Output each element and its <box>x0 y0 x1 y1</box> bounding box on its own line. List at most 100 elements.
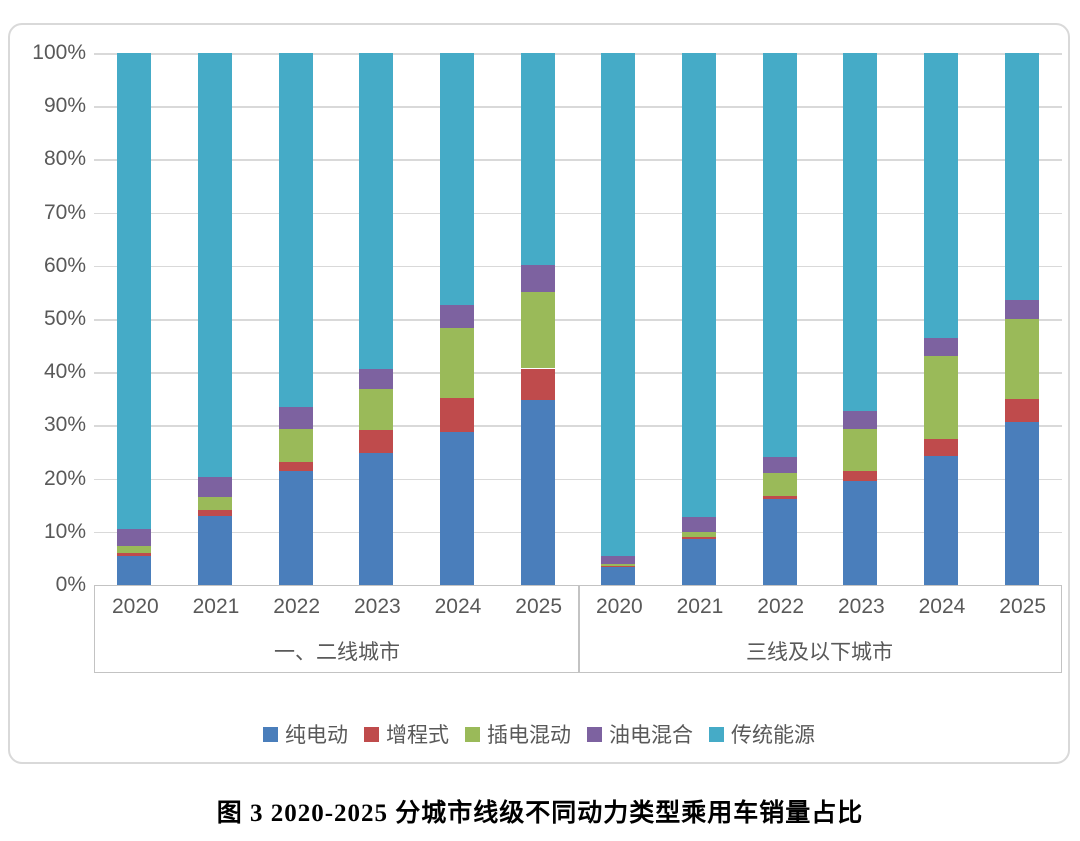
x-tick-label-2023: 2023 <box>353 595 401 618</box>
bar-segment-插电混动 <box>1004 319 1039 400</box>
x-axis-band: 一、二线城市 三线及以下城市 2020 2021 2022 2023 2024 2025 2… <box>94 585 1062 673</box>
bar-segment-纯电动 <box>762 498 797 585</box>
bar-segment-纯电动 <box>1004 421 1039 585</box>
bar-segment-纯电动 <box>278 471 313 585</box>
bar-2023-group2 <box>843 53 878 585</box>
x-tick-label-2025: 2025 <box>515 595 563 618</box>
y-tick-label: 20% <box>43 466 86 490</box>
legend-swatch-icon <box>465 726 480 742</box>
legend-swatch-icon <box>587 726 602 742</box>
bar-segment-油电混合 <box>924 337 958 357</box>
bar-segment-纯电动 <box>601 567 636 585</box>
bar-segment-传统能源 <box>843 53 878 411</box>
bar-segment-插电混动 <box>198 496 232 510</box>
bar-segment-传统能源 <box>198 53 232 478</box>
legend: 纯电动 增程式 插电混动 油电混合 传统能源 <box>10 719 1068 749</box>
bar-2020-group2 <box>601 53 636 585</box>
bar-segment-增程式 <box>520 368 555 400</box>
y-tick-label: 70% <box>43 200 86 224</box>
x-tick-label-2020: 2020 <box>595 595 643 618</box>
bar-segment-油电混合 <box>762 456 797 473</box>
gridline-100 <box>94 53 1062 55</box>
bar-segment-插电混动 <box>843 429 878 471</box>
y-tick-label: 50% <box>43 307 86 330</box>
bar-2024-group2 <box>924 53 958 585</box>
bar-segment-增程式 <box>198 510 232 516</box>
legend-item-纯电动: 纯电动 <box>263 719 348 749</box>
legend-swatch-icon <box>263 726 278 742</box>
bar-segment-纯电动 <box>682 539 716 585</box>
bar-2023-group1 <box>359 53 394 585</box>
bar-segment-增程式 <box>924 438 958 456</box>
bar-2025-group2 <box>1004 53 1039 585</box>
legend-swatch-icon <box>364 726 379 742</box>
x-tick-label-2023: 2023 <box>837 595 885 618</box>
gridline-90 <box>94 106 1062 108</box>
bar-segment-油电混合 <box>440 304 474 328</box>
chart-frame: 0% 10% 20% 30% 40% 50% 60% 70% 80% 90% 100% 一、二线城市… <box>8 23 1070 764</box>
bar-segment-插电混动 <box>440 327 474 399</box>
x-tick-label-2021: 2021 <box>192 595 240 618</box>
bar-segment-增程式 <box>601 566 636 568</box>
y-tick-label: 100% <box>32 41 86 64</box>
bar-segment-传统能源 <box>440 53 474 305</box>
x-tick-label-2024: 2024 <box>918 595 966 618</box>
group-label-tier12: 一、二线城市 <box>274 641 400 664</box>
bar-2021-group2 <box>682 53 716 585</box>
gridline-10 <box>94 531 1062 534</box>
x-tick-label-2022: 2022 <box>757 595 805 618</box>
x-tick-label-2024: 2024 <box>434 595 482 618</box>
bar-2022-group2 <box>762 53 797 585</box>
y-tick-label: 10% <box>43 519 86 543</box>
bar-segment-增程式 <box>278 461 313 472</box>
x-tick-label-2021: 2021 <box>676 595 724 618</box>
bar-segment-纯电动 <box>924 455 958 585</box>
bar-segment-油电混合 <box>682 517 716 532</box>
bar-segment-纯电动 <box>843 481 878 585</box>
legend-label: 纯电动 <box>285 724 348 747</box>
bar-segment-插电混动 <box>762 472 797 496</box>
x-tick-label-2022: 2022 <box>273 595 321 618</box>
x-tick-label-2020: 2020 <box>111 595 159 618</box>
bar-segment-传统能源 <box>278 53 313 407</box>
plot-area: 0% 10% 20% 30% 40% 50% 60% 70% 80% 90% 100% <box>32 42 1062 596</box>
bar-segment-插电混动 <box>359 388 394 431</box>
bar-segment-增程式 <box>762 495 797 499</box>
y-tick-label: 80% <box>43 147 86 171</box>
bar-segment-油电混合 <box>278 406 313 430</box>
bar-segment-插电混动 <box>520 291 555 369</box>
legend-label: 插电混动 <box>487 724 571 747</box>
axis-group-divider <box>578 586 580 672</box>
bar-segment-油电混合 <box>520 265 555 292</box>
bar-2024-group1 <box>440 53 474 585</box>
y-tick-label: 90% <box>43 94 86 118</box>
legend-label: 传统能源 <box>731 724 815 747</box>
bar-segment-插电混动 <box>682 531 716 538</box>
bar-segment-增程式 <box>359 430 394 454</box>
bar-segment-传统能源 <box>359 53 394 370</box>
gridline-80 <box>94 159 1062 161</box>
bar-segment-插电混动 <box>924 356 958 439</box>
bar-segment-油电混合 <box>601 555 636 564</box>
bar-2025-group1 <box>520 53 555 585</box>
bar-segment-插电混动 <box>601 563 636 567</box>
bar-segment-传统能源 <box>1004 53 1039 300</box>
bar-2021-group1 <box>198 53 232 585</box>
bar-segment-插电混动 <box>278 429 313 462</box>
bar-segment-传统能源 <box>520 53 555 266</box>
bar-segment-增程式 <box>1004 399 1039 422</box>
bar-segment-纯电动 <box>359 453 394 585</box>
gridline-40 <box>94 372 1062 374</box>
gridline-30 <box>94 425 1062 427</box>
bar-segment-传统能源 <box>762 53 797 457</box>
x-tick-label-2025: 2025 <box>999 595 1047 618</box>
y-tick-label: 30% <box>43 413 86 437</box>
bar-segment-增程式 <box>440 398 474 432</box>
bar-segment-油电混合 <box>1004 299 1039 319</box>
chart-caption: 图 3 2020-2025 分城市线级不同动力类型乘用车销量占比 <box>216 800 864 827</box>
bar-segment-油电混合 <box>359 369 394 389</box>
y-tick-label: 60% <box>43 253 86 277</box>
legend-label: 增程式 <box>386 724 449 747</box>
legend-label: 油电混合 <box>609 724 693 747</box>
